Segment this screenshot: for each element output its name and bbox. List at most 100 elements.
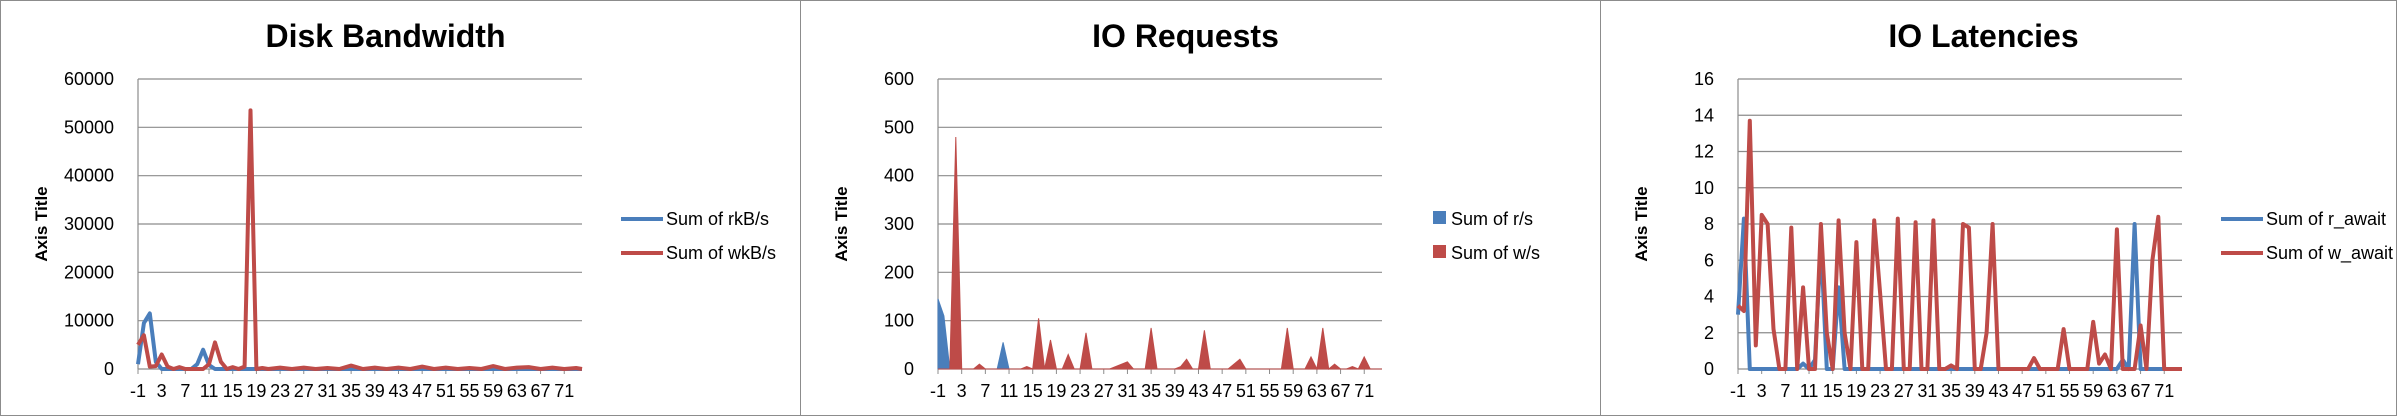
chart-disk-bandwidth: Disk Bandwidth 0 10000 20000 30000 40000 50000… [32, 18, 776, 401]
y-tick-label: 200 [884, 262, 914, 282]
y-tick-label: 4 [1704, 287, 1714, 307]
x-tick-label: 59 [2083, 381, 2103, 401]
x-tick-label: 43 [1188, 381, 1208, 401]
x-tick-label: 51 [436, 381, 456, 401]
y-tick-label: 60000 [64, 69, 114, 89]
x-tick-label: 67 [1331, 381, 1351, 401]
chart-panel-disk-bandwidth: Disk Bandwidth 0 10000 20000 30000 40000 50000… [0, 0, 801, 416]
y-tick-label: 16 [1694, 69, 1714, 89]
y-tick-label: 50000 [64, 117, 114, 137]
x-tick-label: 47 [2012, 381, 2032, 401]
y-tick-label: 12 [1694, 142, 1714, 162]
x-tick-label: 59 [1283, 381, 1303, 401]
y-tick-label: 20000 [64, 262, 114, 282]
x-tick-label: 3 [157, 381, 167, 401]
x-tick-label: 23 [1070, 381, 1090, 401]
series-area-sum-of-w-s [938, 136, 1382, 371]
x-tick-label: 67 [531, 381, 551, 401]
y-tick-label: 400 [884, 166, 914, 186]
x-tick-label: 71 [2154, 381, 2174, 401]
x-tick-label: -1 [1730, 381, 1746, 401]
x-tick-label: 19 [1846, 381, 1866, 401]
x-tick-label: 31 [1917, 381, 1937, 401]
y-tick-label: 10000 [64, 311, 114, 331]
x-tick-label: 43 [388, 381, 408, 401]
x-tick-label: 39 [1165, 381, 1185, 401]
x-tick-label: 55 [1260, 381, 1280, 401]
x-tick-label: 3 [1757, 381, 1767, 401]
series-line-sum-of-rkb-s [136, 311, 582, 371]
x-tick-label: 51 [1236, 381, 1256, 401]
y-tick-label: 8 [1704, 214, 1714, 234]
x-tick-label: 11 [200, 381, 219, 401]
x-tick-label: 47 [412, 381, 432, 401]
x-tick-label: 35 [1941, 381, 1961, 401]
y-axis-title: Axis Title [1632, 186, 1651, 261]
series-line-sum-of-wkb-s [136, 108, 583, 371]
x-tick-label: 23 [1870, 381, 1890, 401]
chart-title: Disk Bandwidth [265, 18, 505, 54]
y-tick-label: 300 [884, 214, 914, 234]
chart-title: IO Latencies [1888, 18, 2078, 54]
x-tick-label: 55 [460, 381, 480, 401]
x-tick-label: 35 [341, 381, 361, 401]
y-tick-label: 10 [1694, 178, 1714, 198]
chart-panel-io-latencies: IO Latencies 0 2 4 6 8 10 12 14 16 -1 3 7 11 15 19 23 27 3… [1600, 0, 2397, 416]
y-tick-label: 30000 [64, 214, 114, 234]
x-tick-label: 23 [270, 381, 290, 401]
legend-label: Sum of r/s [1451, 209, 1533, 229]
legend-label: Sum of r_await [2266, 209, 2386, 230]
x-tick-label: 31 [1117, 381, 1137, 401]
y-tick-label: 2 [1704, 323, 1714, 343]
x-tick-label: 31 [317, 381, 337, 401]
chart-panel-io-requests: IO Requests 0 100 200 300 400 500 600 -1 3 7 11 15 19… [800, 0, 1601, 416]
x-tick-label: 67 [2131, 381, 2151, 401]
x-tick-label: 19 [246, 381, 266, 401]
x-tick-label: -1 [930, 381, 946, 401]
y-tick-label: 40000 [64, 166, 114, 186]
legend-swatch [1433, 245, 1446, 258]
x-tick-label: 15 [223, 381, 243, 401]
chart-title: IO Requests [1092, 18, 1279, 54]
x-tick-label: 63 [1307, 381, 1327, 401]
legend-label: Sum of rkB/s [666, 209, 769, 229]
y-tick-label: 0 [904, 359, 914, 379]
y-tick-label: 14 [1694, 105, 1714, 125]
x-tick-label: -1 [130, 381, 146, 401]
y-tick-label: 500 [884, 117, 914, 137]
x-tick-label: 47 [1212, 381, 1232, 401]
legend-label: Sum of w_await [2266, 243, 2393, 264]
x-tick-label: 39 [1965, 381, 1985, 401]
y-tick-label: 6 [1704, 250, 1714, 270]
x-tick-label: 55 [2060, 381, 2080, 401]
x-tick-label: 27 [294, 381, 314, 401]
series-area-sum-of-r-s [937, 298, 1382, 370]
legend-label: Sum of wkB/s [666, 243, 776, 263]
x-tick-label: 7 [180, 381, 190, 401]
legend-label: Sum of w/s [1451, 243, 1540, 263]
x-tick-label: 35 [1141, 381, 1161, 401]
y-tick-label: 0 [104, 359, 114, 379]
x-tick-label: 3 [957, 381, 967, 401]
x-tick-label: 7 [980, 381, 990, 401]
y-axis-title: Axis Title [832, 186, 851, 261]
x-tick-label: 15 [1823, 381, 1843, 401]
x-tick-label: 59 [483, 381, 503, 401]
legend-swatch [1433, 211, 1446, 224]
series-line-sum-of-w-await [1736, 118, 2182, 371]
y-axis-title: Axis Title [32, 186, 51, 261]
chart-io-requests: IO Requests 0 100 200 300 400 500 600 -1 3 7 11 15 19… [832, 18, 1540, 401]
x-tick-label: 15 [1023, 381, 1043, 401]
y-tick-label: 100 [884, 311, 914, 331]
x-tick-label: 7 [1780, 381, 1790, 401]
x-tick-label: 43 [1988, 381, 2008, 401]
x-tick-label: 71 [554, 381, 574, 401]
x-tick-label: 11 [1000, 381, 1019, 401]
x-tick-label: 63 [507, 381, 527, 401]
x-tick-label: 63 [2107, 381, 2127, 401]
x-tick-label: 51 [2036, 381, 2056, 401]
x-tick-label: 39 [365, 381, 385, 401]
x-tick-label: 71 [1354, 381, 1374, 401]
y-tick-label: 600 [884, 69, 914, 89]
